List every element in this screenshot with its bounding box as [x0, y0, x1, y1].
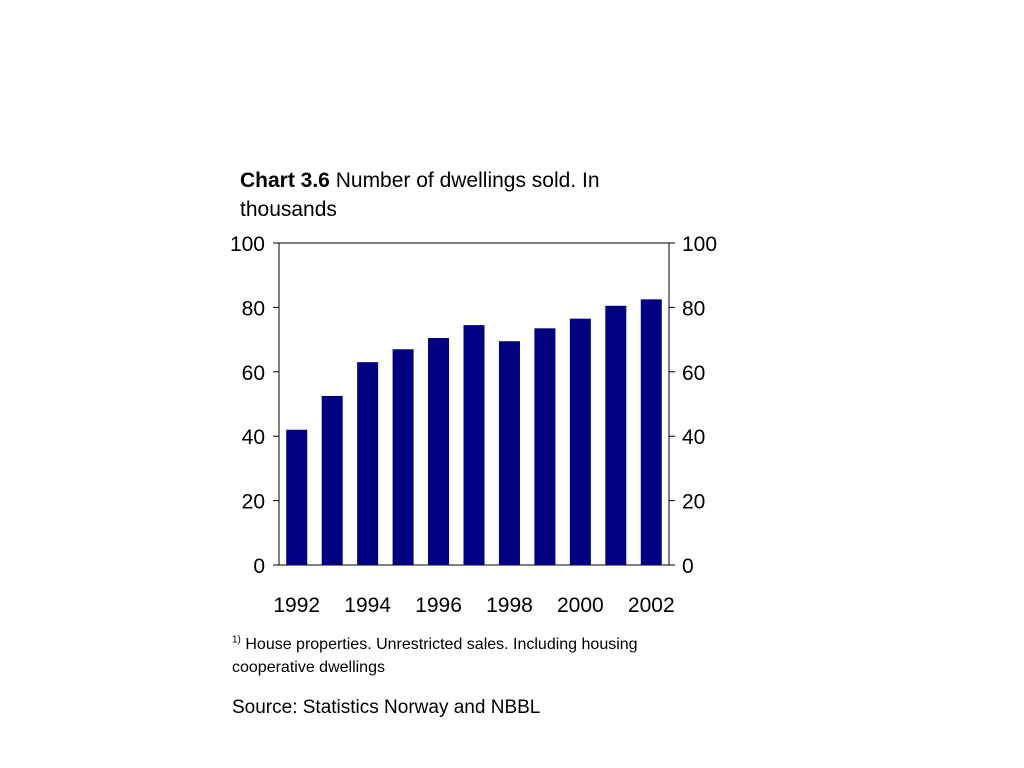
y-tick-label-left: 0	[253, 555, 265, 578]
y-tick-label-left: 60	[242, 362, 265, 385]
bar	[640, 299, 662, 565]
bar	[357, 362, 379, 565]
footnote-text: House properties. Unrestricted sales. In…	[232, 636, 638, 676]
x-tick-label: 1992	[273, 594, 320, 617]
x-tick-label: 1996	[415, 594, 462, 617]
x-tick-label: 2002	[628, 594, 675, 617]
x-tick-label: 2000	[557, 594, 604, 617]
y-tick-label-left: 100	[230, 233, 265, 256]
y-tick-label-right: 80	[682, 297, 705, 320]
bar	[498, 341, 520, 565]
chart-title-text: Number of dwellings sold. In thousands	[240, 169, 600, 221]
bar	[321, 395, 343, 565]
source-note: Source: Statistics Norway and NBBL	[232, 697, 541, 718]
footnote-marker: 1)	[232, 634, 241, 646]
y-tick-label-right: 100	[682, 233, 717, 256]
bar	[569, 318, 591, 565]
bar	[428, 337, 450, 565]
y-tick-label-left: 40	[242, 426, 265, 449]
x-tick-label: 1998	[486, 594, 533, 617]
y-tick-label-right: 40	[682, 426, 705, 449]
chart-title: Chart 3.6 Number of dwellings sold. In t…	[240, 166, 640, 224]
bar	[605, 305, 627, 565]
bar	[534, 328, 556, 565]
chart-number: Chart 3.6	[240, 169, 330, 192]
y-tick-label-right: 20	[682, 491, 705, 514]
bar	[286, 429, 308, 565]
y-tick-label-right: 0	[682, 555, 694, 578]
footnote: 1) House properties. Unrestricted sales.…	[232, 633, 672, 679]
bar	[392, 349, 414, 565]
bar	[463, 325, 485, 565]
y-tick-label-right: 60	[682, 362, 705, 385]
x-tick-label: 1994	[344, 594, 391, 617]
y-tick-label-left: 20	[242, 491, 265, 514]
y-tick-label-left: 80	[242, 297, 265, 320]
